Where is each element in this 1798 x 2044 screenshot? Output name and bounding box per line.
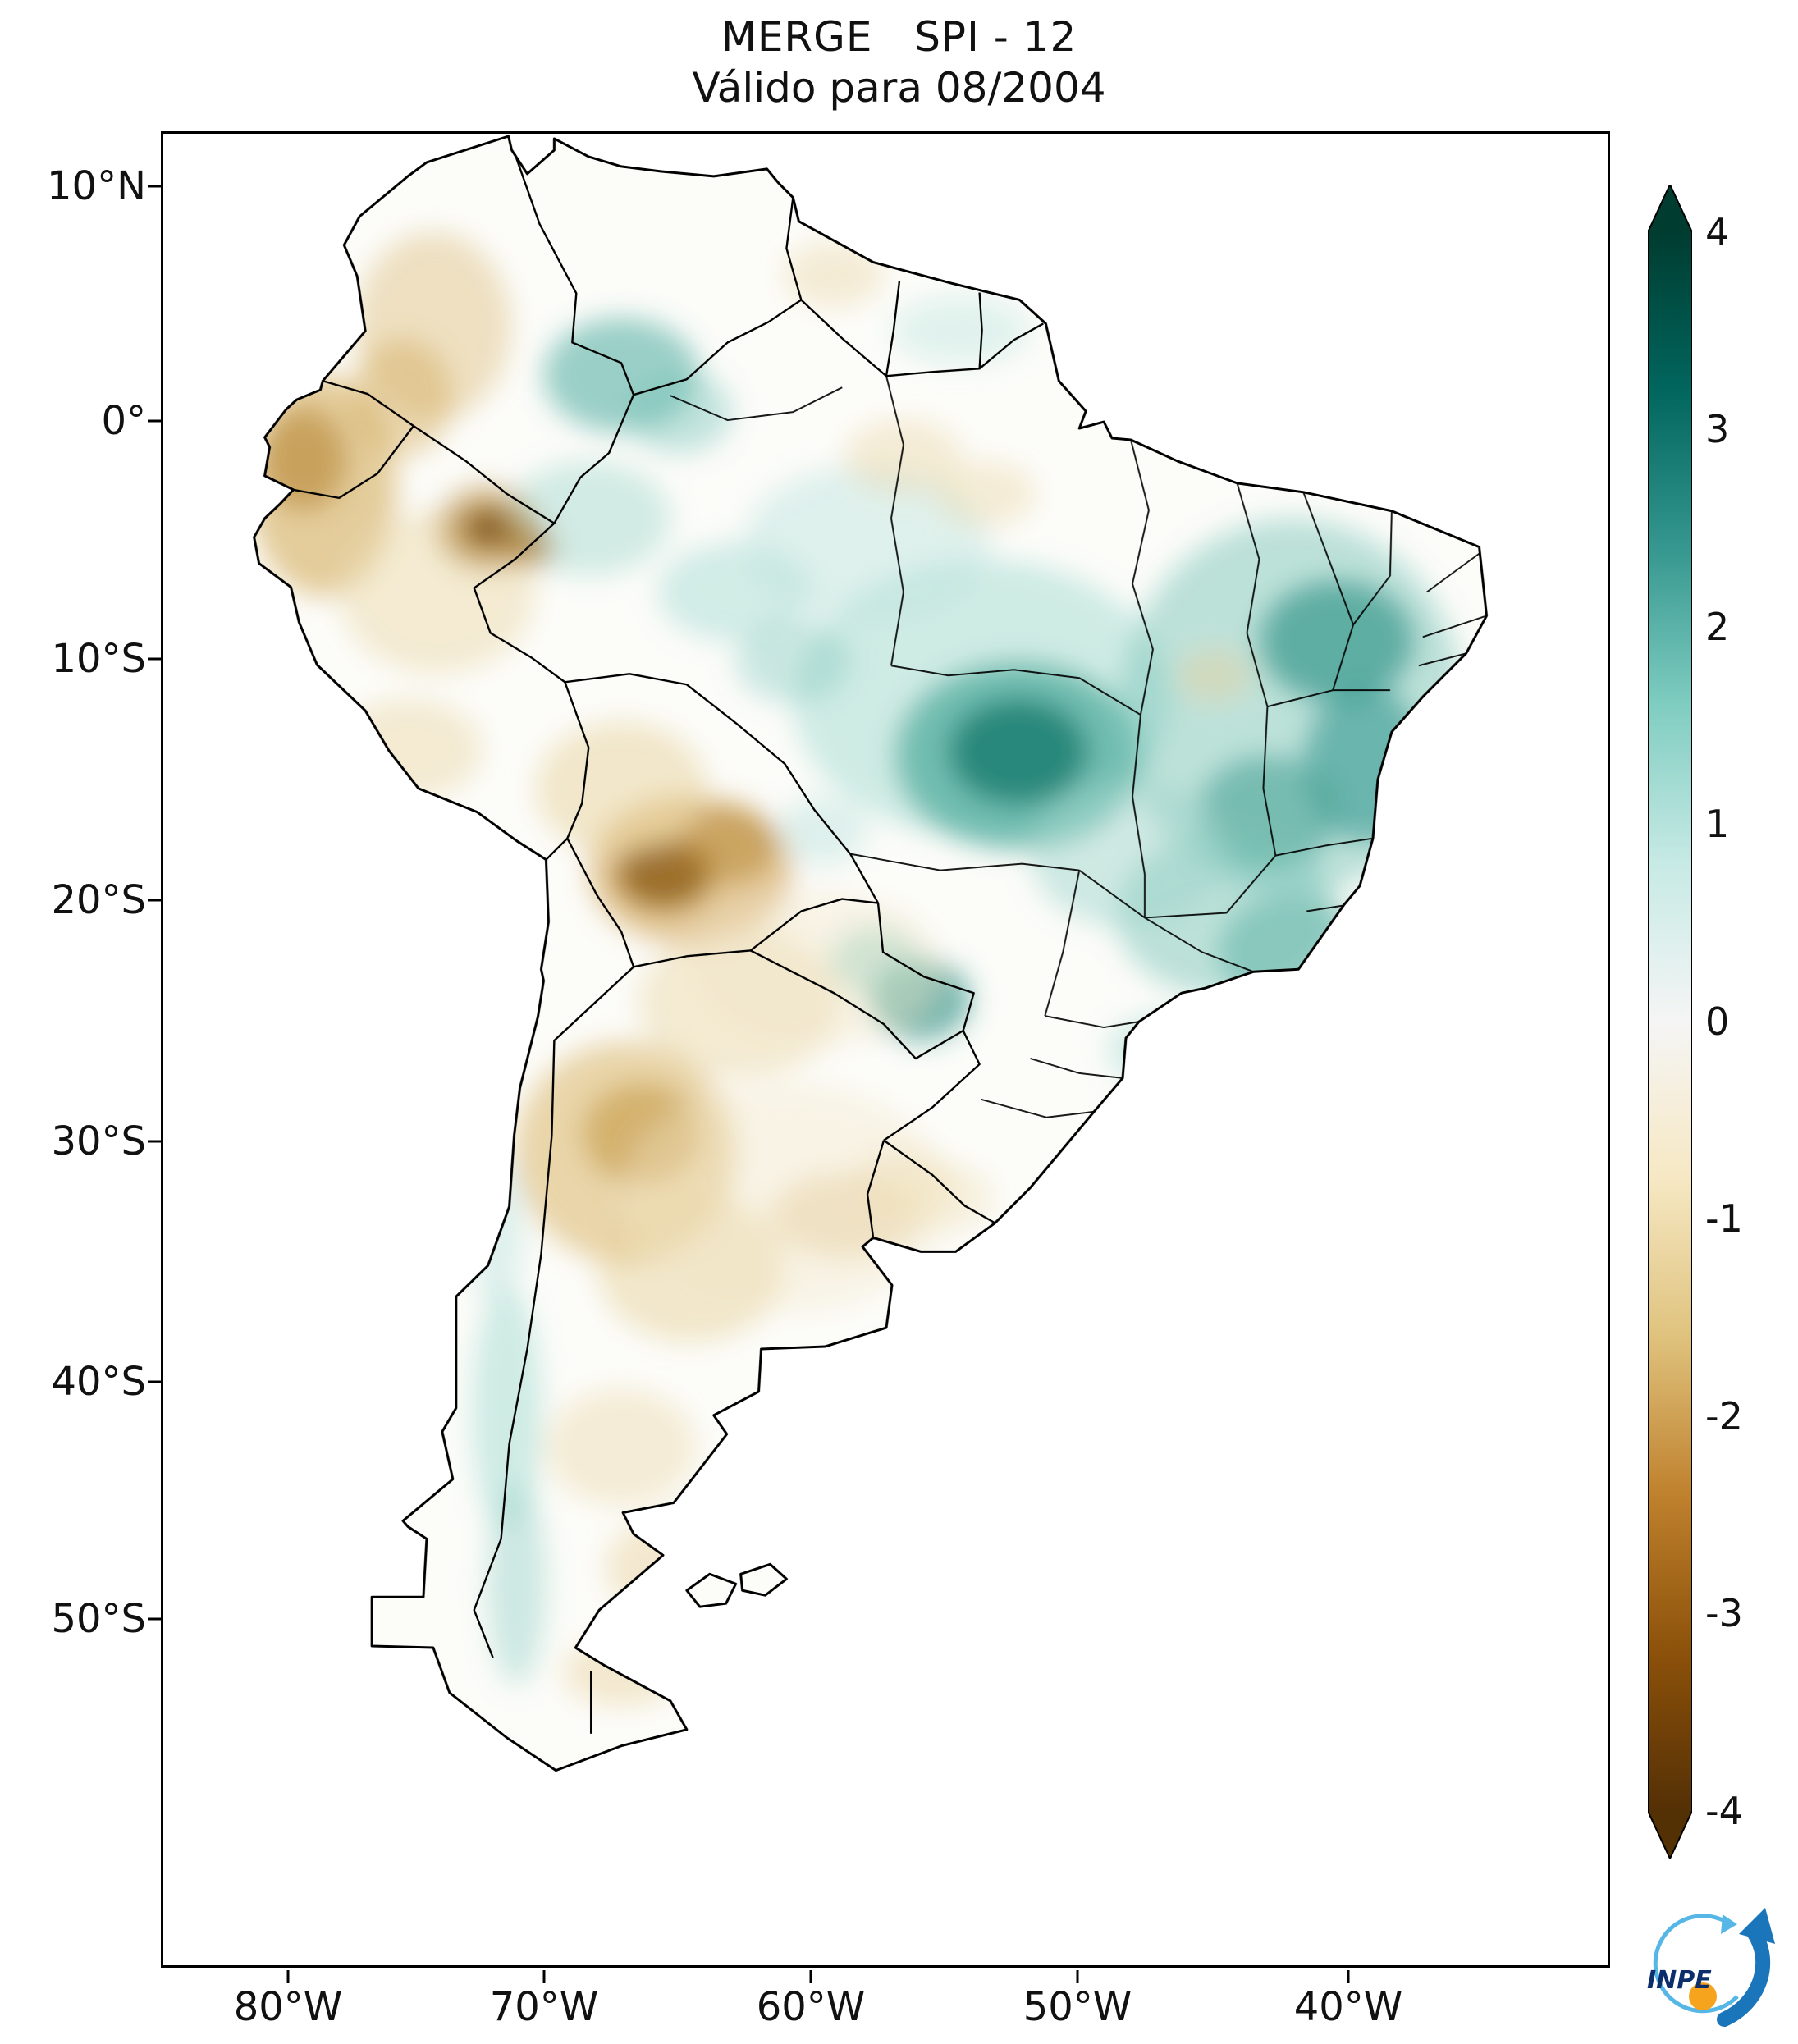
- inpe-arrow-icon: [1717, 1925, 1771, 2027]
- y-axis-tick: [148, 1617, 161, 1621]
- colorbar-bar: [1648, 185, 1692, 1859]
- colorbar-tick-label: 2: [1705, 605, 1730, 649]
- colorbar-tick-label: 4: [1705, 210, 1730, 254]
- x-axis-tick-label: 50°W: [1023, 1984, 1132, 2030]
- inpe-logo-text: INPE: [1647, 1966, 1712, 1995]
- colorbar-tick-label: 1: [1705, 802, 1730, 846]
- south-america-map: [253, 135, 1488, 1772]
- colorbar-tick-label: 0: [1705, 999, 1730, 1044]
- y-axis-tick-label: 30°S: [51, 1118, 146, 1164]
- y-axis-tick-label: 20°S: [51, 877, 146, 923]
- colorbar-tick-label: -4: [1705, 1789, 1743, 1833]
- state-borders: [670, 375, 1487, 1118]
- y-axis-tick: [148, 899, 161, 902]
- x-axis-tick: [1076, 1970, 1079, 1983]
- y-axis-tick: [148, 1380, 161, 1383]
- chart-subtitle: Válido para 08/2004: [692, 64, 1106, 112]
- y-axis-tick: [148, 419, 161, 423]
- x-axis-tick: [1347, 1970, 1350, 1983]
- country-borders: [293, 153, 1044, 1734]
- map-panel: INPE: [161, 131, 1775, 2027]
- colorbar-tick-label: 3: [1705, 407, 1730, 451]
- inpe-globe-icon: [1689, 1982, 1717, 2010]
- colorbar-tick-label: -2: [1705, 1394, 1743, 1438]
- y-axis-tick-label: 50°S: [51, 1596, 146, 1642]
- islands-outline: [685, 1562, 788, 1608]
- colorbar-tick-label: -1: [1705, 1196, 1743, 1241]
- y-axis-tick: [148, 657, 161, 661]
- y-axis-tick-label: 10°N: [47, 163, 146, 209]
- x-axis-tick-label: 80°W: [233, 1984, 343, 2030]
- inpe-orbit-arrowhead-icon: [1721, 1914, 1737, 1934]
- x-axis-tick-label: 60°W: [756, 1984, 866, 2030]
- inpe-orbit-icon: [1653, 1914, 1739, 2014]
- y-axis-tick: [148, 1140, 161, 1143]
- y-axis-tick: [148, 185, 161, 188]
- x-axis-tick: [286, 1970, 290, 1983]
- x-axis-tick-label: 70°W: [489, 1984, 599, 2030]
- y-axis-tick-label: 10°S: [51, 636, 146, 682]
- y-axis-tick-label: 0°: [101, 398, 146, 444]
- x-axis-tick: [542, 1970, 546, 1983]
- inpe-arrow-head-icon: [1739, 1908, 1775, 1944]
- x-axis-tick-label: 40°W: [1293, 1984, 1403, 2030]
- colorbar-tick-label: -3: [1705, 1591, 1743, 1635]
- inpe-logo: INPE: [1604, 1896, 1780, 2041]
- chart-title: MERGE SPI - 12: [721, 13, 1077, 61]
- inpe-logo-graphic: INPE: [1647, 1908, 1775, 2027]
- colorbar: [1648, 185, 1692, 1859]
- colorbar-graphic: [1648, 185, 1692, 1859]
- x-axis-tick: [809, 1970, 812, 1983]
- y-axis-tick-label: 40°S: [51, 1359, 146, 1405]
